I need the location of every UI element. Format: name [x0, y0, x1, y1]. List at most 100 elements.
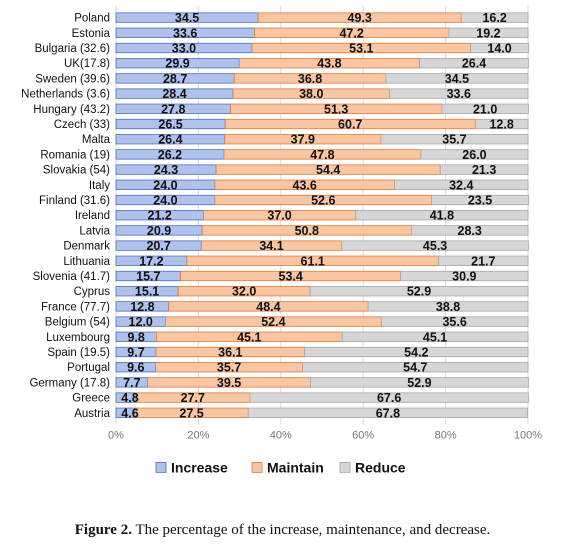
data-label-increase: 28.4 [162, 87, 186, 101]
data-label-reduce: 26.0 [462, 148, 486, 162]
data-label-increase: 28.7 [163, 72, 187, 86]
data-label-reduce: 28.3 [458, 224, 482, 238]
data-label-increase: 15.7 [136, 270, 160, 284]
bar-reduce [341, 240, 529, 251]
data-label-reduce: 35.6 [442, 315, 466, 329]
data-label-maintain: 52.6 [311, 194, 335, 208]
category-label: Estonia [72, 28, 111, 40]
bar-reduce [411, 225, 529, 236]
category-label: Netherlands (3.6) [21, 89, 110, 101]
data-label-maintain: 36.1 [218, 346, 242, 360]
category-label: Sweden (39.6) [35, 73, 110, 85]
data-label-maintain: 47.8 [310, 148, 334, 162]
x-axis-ticks: 0% 20% 40% 60% 80% 100% [108, 429, 542, 441]
category-label: Spain (19.5) [47, 347, 110, 359]
data-label-maintain: 35.7 [217, 361, 241, 375]
data-label-maintain: 43.8 [317, 57, 341, 71]
category-label: Cyprus [74, 286, 111, 298]
data-label-increase: 26.4 [158, 133, 182, 147]
bar-reduce [389, 88, 529, 99]
data-label-maintain: 47.2 [339, 26, 363, 40]
data-label-maintain: 53.4 [279, 270, 303, 284]
bar-reduce [420, 149, 529, 160]
bar-reduce [439, 164, 529, 175]
data-label-reduce: 38.8 [436, 300, 460, 314]
data-label-reduce: 52.9 [407, 376, 431, 390]
data-label-increase: 20.9 [147, 224, 171, 238]
data-label-increase: 27.8 [161, 102, 185, 116]
data-label-maintain: 53.1 [349, 42, 373, 56]
data-label-maintain: 38.0 [299, 87, 323, 101]
caption-text: The percentage of the increase, maintena… [135, 522, 491, 538]
bars: Poland 34.5 49.3 16.2 Estonia 33.6 47.2 19.2 Bul… [21, 11, 529, 420]
category-label: Portugal [67, 362, 110, 374]
category-label: Poland [74, 13, 110, 25]
x-tick-label: 0% [108, 429, 124, 441]
data-label-increase: 20.7 [146, 239, 170, 253]
x-tick-label: 100% [514, 429, 542, 441]
x-tick-label: 80% [435, 429, 457, 441]
data-label-reduce: 67.6 [377, 391, 401, 405]
data-label-maintain: 54.4 [316, 163, 340, 177]
data-label-maintain: 52.4 [261, 315, 285, 329]
legend-swatch-increase [155, 461, 167, 473]
bar-reduce [460, 12, 529, 23]
data-label-maintain: 50.8 [295, 224, 319, 238]
bar-reduce [380, 134, 529, 145]
data-label-increase: 7.7 [123, 376, 140, 390]
data-label-reduce: 14.0 [487, 42, 511, 56]
data-label-increase: 24.0 [153, 194, 177, 208]
bar-reduce [249, 392, 529, 403]
data-label-reduce: 33.6 [447, 87, 471, 101]
data-label-reduce: 35.7 [442, 133, 466, 147]
data-label-maintain: 43.6 [293, 178, 317, 192]
data-label-increase: 29.9 [165, 57, 189, 71]
bar-reduce [302, 362, 529, 373]
category-label: Luxembourg [46, 332, 110, 344]
data-label-increase: 33.6 [173, 26, 197, 40]
data-label-reduce: 54.7 [403, 361, 427, 375]
category-label: Austria [74, 408, 110, 420]
bar-reduce [367, 301, 529, 312]
bar-reduce [474, 118, 529, 130]
bar-reduce [419, 58, 529, 69]
data-label-reduce: 45.3 [423, 239, 447, 253]
category-label: Lithuania [63, 256, 110, 268]
bar-reduce [394, 179, 529, 190]
data-label-increase: 33.0 [172, 42, 196, 56]
data-label-maintain: 48.4 [256, 300, 280, 314]
category-label: Denmark [63, 241, 110, 253]
data-label-increase: 26.5 [158, 118, 182, 132]
data-label-maintain: 27.5 [179, 406, 203, 420]
bar-reduce [380, 316, 529, 327]
data-label-increase: 9.7 [127, 346, 144, 360]
x-tick-label: 40% [270, 429, 292, 441]
category-label: Finland (31.6) [39, 195, 110, 207]
data-label-reduce: 26.4 [462, 57, 486, 71]
data-label-maintain: 37.0 [267, 209, 291, 223]
data-label-maintain: 60.7 [338, 118, 362, 132]
category-label: Greece [72, 393, 110, 405]
bar-reduce [355, 210, 529, 221]
data-label-increase: 9.6 [127, 361, 144, 375]
data-label-maintain: 45.1 [237, 330, 261, 344]
data-label-reduce: 32.4 [449, 178, 473, 192]
category-label: Belgium (54) [45, 317, 110, 329]
bar-reduce [431, 194, 529, 206]
category-label: Bulgaria (32.6) [35, 43, 111, 55]
x-tick-label: 20% [187, 429, 209, 441]
data-label-reduce: 23.5 [468, 194, 492, 208]
category-label: Malta [82, 134, 111, 146]
legend-swatch-maintain [251, 461, 263, 473]
category-label: Hungary (43.2) [33, 104, 110, 116]
data-label-increase: 15.1 [135, 285, 159, 299]
category-label: Czech (33) [54, 119, 110, 131]
bar-reduce [385, 73, 529, 84]
data-label-increase: 4.6 [121, 406, 138, 420]
x-tick-label: 60% [352, 429, 374, 441]
data-label-reduce: 30.9 [452, 270, 476, 284]
data-label-reduce: 34.5 [445, 72, 469, 86]
category-label: Germany (17.8) [29, 377, 110, 389]
data-label-maintain: 27.7 [181, 391, 205, 405]
legend: Increase Maintain Reduce [155, 459, 406, 475]
